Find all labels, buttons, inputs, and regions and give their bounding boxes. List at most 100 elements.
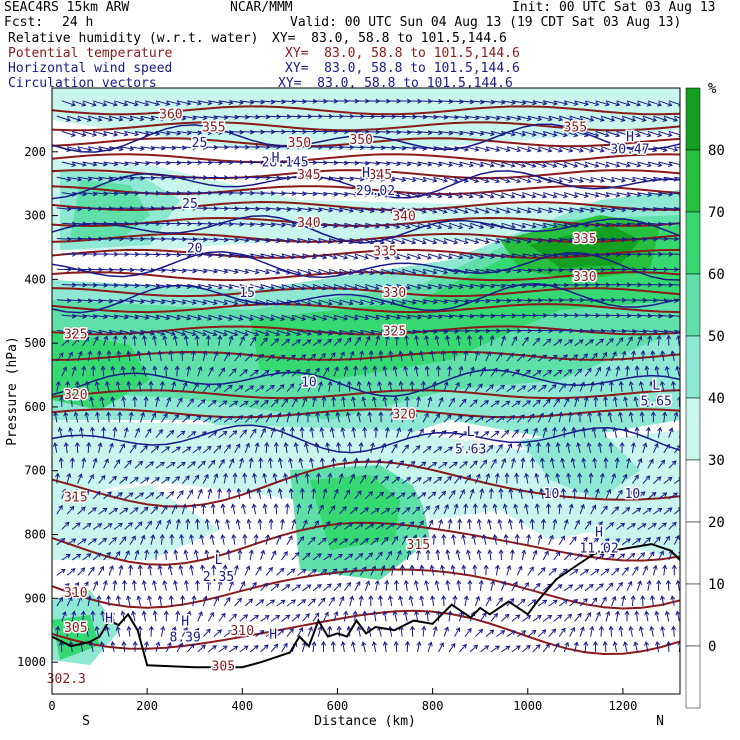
wind-vector-head — [163, 610, 169, 615]
wind-vector-head — [526, 442, 532, 447]
wind-vector — [66, 538, 76, 546]
wind-vector-head — [555, 642, 560, 648]
wind-vector — [642, 329, 657, 333]
wind-vector — [616, 337, 624, 347]
wind-vector-head — [568, 339, 574, 344]
wind-vector — [150, 146, 165, 150]
wind-vector — [187, 314, 201, 320]
wind-vector-head — [436, 610, 442, 616]
wind-vector-head — [441, 533, 447, 539]
wind-vector-head — [330, 352, 336, 357]
wind-vector-head — [463, 178, 469, 183]
wind-vector-head — [474, 350, 480, 356]
wind-vector-head — [583, 487, 589, 493]
wind-vector-head — [557, 178, 563, 184]
wind-vector — [569, 412, 571, 423]
wind-vector — [360, 329, 375, 334]
wind-vector — [260, 644, 269, 653]
wind-vector-head — [485, 472, 491, 478]
wind-vector-head — [361, 474, 367, 480]
wind-vector — [203, 207, 218, 210]
wind-vector-head — [295, 411, 301, 417]
wind-vector-head — [150, 116, 156, 122]
wind-vector — [70, 396, 73, 407]
wind-vector — [344, 161, 359, 164]
wind-vector — [595, 161, 610, 167]
wind-vector-head — [539, 457, 545, 463]
wind-vector — [182, 329, 196, 336]
wind-vector — [286, 268, 301, 274]
wind-vector — [61, 489, 66, 499]
wind-vector-head — [150, 299, 156, 305]
wind-vector-head — [200, 399, 206, 404]
wind-vector-head — [413, 365, 419, 371]
wind-vector — [245, 115, 260, 118]
wind-vector-head — [325, 411, 331, 417]
wind-vector — [585, 222, 599, 227]
wind-vector — [616, 582, 623, 591]
wind-vector-head — [599, 147, 605, 153]
wind-vector — [159, 596, 162, 607]
wind-vector-head — [468, 162, 474, 168]
wind-vector — [478, 519, 481, 530]
wind-vector — [590, 353, 598, 362]
wind-vector-head — [647, 335, 652, 340]
wind-vector — [161, 268, 176, 272]
wind-vector — [187, 100, 202, 105]
wind-vector-head — [380, 300, 386, 306]
wind-vector — [98, 207, 113, 210]
wind-vector-head — [200, 564, 206, 570]
wind-vector-head — [545, 643, 551, 649]
wind-vector — [621, 507, 630, 515]
wind-vector-head — [368, 552, 374, 558]
wind-vector-head — [615, 192, 621, 198]
wind-vector — [139, 626, 141, 637]
wind-vector-head — [320, 597, 326, 603]
wind-vector — [82, 523, 91, 530]
wind-vector-head — [636, 537, 642, 543]
wind-vector-head — [312, 98, 318, 104]
wind-vector-head — [168, 350, 174, 355]
wind-vector-head — [395, 315, 401, 320]
wind-vector — [605, 522, 614, 530]
wind-vector-head — [104, 458, 109, 464]
wind-vector-head — [598, 521, 603, 526]
wind-vector — [224, 115, 239, 119]
wind-vector-head — [395, 224, 401, 229]
wind-vector — [454, 382, 460, 392]
wind-vector — [506, 630, 516, 638]
wind-vector-head — [671, 521, 677, 527]
wind-vector — [522, 130, 536, 136]
wind-vector-head — [223, 472, 228, 478]
wind-vector — [626, 458, 630, 469]
wind-vector-head — [71, 365, 77, 371]
wind-vector-head — [343, 610, 349, 616]
wind-vector-head — [395, 285, 401, 290]
wind-vector — [65, 442, 68, 453]
wind-vector — [114, 161, 128, 165]
wind-vector-head — [336, 625, 342, 631]
wind-vector — [61, 314, 76, 317]
wind-vector — [216, 519, 220, 530]
wind-vector — [359, 351, 363, 362]
wind-vector — [103, 130, 118, 136]
wind-vector — [192, 382, 199, 392]
wind-vector — [187, 222, 202, 225]
wind-vector — [647, 427, 650, 438]
wind-vector — [443, 476, 452, 484]
wind-vector-head — [479, 224, 485, 229]
y-tick-label: 400 — [24, 272, 46, 286]
wind-vector-head — [155, 315, 161, 320]
wind-vector-head — [269, 316, 275, 321]
wind-vector-head — [396, 427, 402, 433]
wind-vector — [307, 382, 313, 392]
wind-vector — [286, 535, 293, 545]
wind-vector-head — [157, 564, 163, 570]
wind-vector-head — [81, 132, 87, 137]
wind-vector-head — [181, 115, 187, 121]
wind-vector — [417, 130, 432, 134]
wind-vector — [360, 146, 375, 149]
wind-vector-head — [531, 354, 537, 359]
fcst-label: Fcst: — [4, 15, 44, 30]
wind-vector — [427, 161, 442, 166]
